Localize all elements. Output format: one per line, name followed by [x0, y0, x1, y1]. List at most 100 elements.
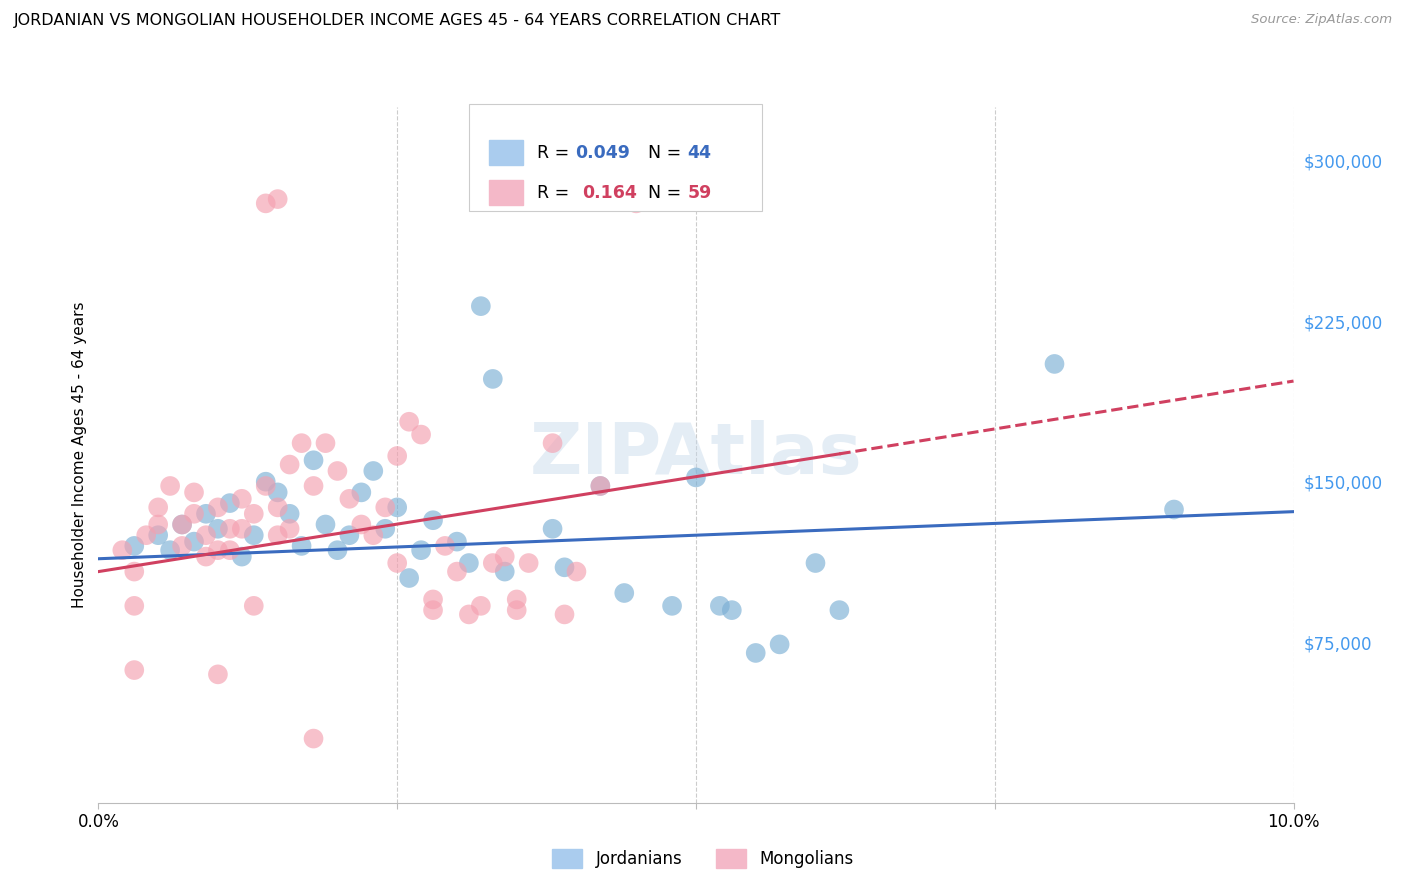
Point — [124, 599, 146, 613]
Point — [159, 479, 181, 493]
Point — [231, 549, 253, 564]
Point — [267, 485, 290, 500]
Text: R =: R = — [537, 145, 575, 162]
Point — [385, 556, 409, 570]
Point — [828, 603, 851, 617]
Point — [804, 556, 827, 570]
Point — [278, 507, 301, 521]
Point — [374, 500, 396, 515]
Bar — [489, 140, 523, 166]
Point — [589, 479, 612, 493]
Point — [231, 522, 253, 536]
Point — [135, 528, 157, 542]
Point — [506, 603, 529, 617]
Point — [589, 479, 612, 493]
Point — [685, 470, 707, 484]
Point — [148, 517, 170, 532]
Point — [195, 549, 218, 564]
Point — [111, 543, 134, 558]
Point — [482, 556, 505, 570]
Point — [494, 549, 516, 564]
Point — [709, 599, 731, 613]
Point — [626, 196, 648, 211]
Point — [470, 299, 492, 313]
Point — [363, 464, 385, 478]
Point — [183, 534, 205, 549]
Point — [254, 479, 277, 493]
Point — [219, 522, 242, 536]
Point — [398, 571, 420, 585]
Point — [207, 500, 229, 515]
Point — [302, 731, 325, 746]
Point — [219, 543, 242, 558]
Point — [326, 543, 349, 558]
Point — [769, 637, 792, 651]
Point — [339, 528, 361, 542]
Point — [446, 534, 468, 549]
Point — [267, 500, 290, 515]
Point — [172, 517, 194, 532]
Point — [207, 543, 229, 558]
Point — [278, 522, 301, 536]
Point — [458, 607, 481, 622]
Point — [745, 646, 768, 660]
Point — [422, 513, 444, 527]
FancyBboxPatch shape — [470, 103, 762, 211]
Point — [315, 517, 337, 532]
Text: Source: ZipAtlas.com: Source: ZipAtlas.com — [1251, 13, 1392, 27]
Point — [411, 543, 433, 558]
Legend: Jordanians, Mongolians: Jordanians, Mongolians — [546, 842, 860, 875]
Point — [363, 528, 385, 542]
Point — [422, 603, 444, 617]
Point — [195, 507, 218, 521]
Point — [517, 556, 540, 570]
Point — [183, 485, 205, 500]
Point — [124, 663, 146, 677]
Point — [267, 528, 290, 542]
Point — [326, 464, 349, 478]
Point — [554, 607, 576, 622]
Text: N =: N = — [648, 184, 688, 202]
Point — [278, 458, 301, 472]
Point — [350, 517, 373, 532]
Point — [1163, 502, 1185, 516]
Text: ZIPAtlas: ZIPAtlas — [530, 420, 862, 490]
Point — [231, 491, 253, 506]
Point — [446, 565, 468, 579]
Point — [385, 500, 409, 515]
Point — [458, 556, 481, 570]
Bar — [489, 180, 523, 205]
Point — [434, 539, 457, 553]
Point — [350, 485, 373, 500]
Point — [172, 517, 194, 532]
Point — [565, 565, 588, 579]
Point — [302, 479, 325, 493]
Point — [1043, 357, 1066, 371]
Point — [541, 522, 564, 536]
Point — [541, 436, 564, 450]
Point — [302, 453, 325, 467]
Text: 0.049: 0.049 — [575, 145, 630, 162]
Point — [721, 603, 744, 617]
Y-axis label: Householder Income Ages 45 - 64 years: Householder Income Ages 45 - 64 years — [72, 301, 87, 608]
Point — [385, 449, 409, 463]
Point — [374, 522, 396, 536]
Point — [243, 528, 266, 542]
Point — [291, 539, 314, 553]
Point — [315, 436, 337, 450]
Point — [207, 667, 229, 681]
Point — [339, 491, 361, 506]
Point — [554, 560, 576, 574]
Point — [254, 475, 277, 489]
Point — [494, 565, 516, 579]
Point — [124, 539, 146, 553]
Text: 44: 44 — [688, 145, 711, 162]
Text: R =: R = — [537, 184, 581, 202]
Point — [183, 507, 205, 521]
Point — [470, 599, 492, 613]
Point — [243, 599, 266, 613]
Point — [219, 496, 242, 510]
Point — [613, 586, 636, 600]
Text: 0.164: 0.164 — [582, 184, 637, 202]
Point — [159, 543, 181, 558]
